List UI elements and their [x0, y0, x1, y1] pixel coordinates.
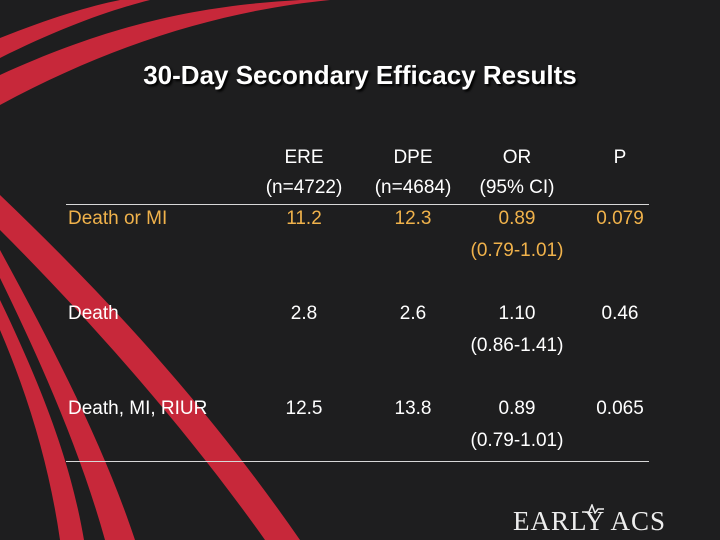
cell-or: 0.89	[498, 398, 536, 419]
row-label: Death or MI	[68, 208, 168, 229]
cell-ere: 11.2	[286, 208, 322, 229]
col-header-p: P	[613, 147, 627, 168]
cell-dpe: 2.6	[399, 303, 427, 324]
col-header-or: OR	[502, 147, 532, 168]
row-label: Death, MI, RIUR	[68, 398, 208, 419]
cell-ci: (0.86-1.41)	[470, 335, 564, 356]
cell-or: 0.89	[498, 208, 536, 229]
cell-p: 0.065	[596, 398, 644, 419]
cell-ci: (0.79-1.01)	[470, 430, 564, 451]
header-divider	[66, 204, 649, 205]
cell-ere: 12.5	[285, 398, 323, 419]
col-header-dpe: DPE	[393, 147, 433, 168]
cell-p: 0.079	[596, 208, 644, 229]
col-header-ere: ERE	[284, 147, 324, 168]
row-label: Death	[68, 303, 119, 324]
cell-ere: 2.8	[290, 303, 318, 324]
table-bottom-rule	[66, 461, 649, 462]
cell-dpe: 13.8	[394, 398, 432, 419]
slide-title: 30-Day Secondary Efficacy Results	[143, 60, 577, 90]
col-header-dpe-n: (n=4684)	[374, 177, 452, 198]
logo-heartbeat-icon	[582, 504, 604, 514]
cell-p: 0.46	[601, 303, 639, 324]
cell-ci: (0.79-1.01)	[470, 240, 564, 261]
cell-dpe: 12.3	[394, 208, 432, 229]
col-header-ere-n: (n=4722)	[265, 177, 343, 198]
col-header-or-ci: (95% CI)	[479, 177, 555, 198]
cell-or: 1.10	[498, 303, 536, 324]
